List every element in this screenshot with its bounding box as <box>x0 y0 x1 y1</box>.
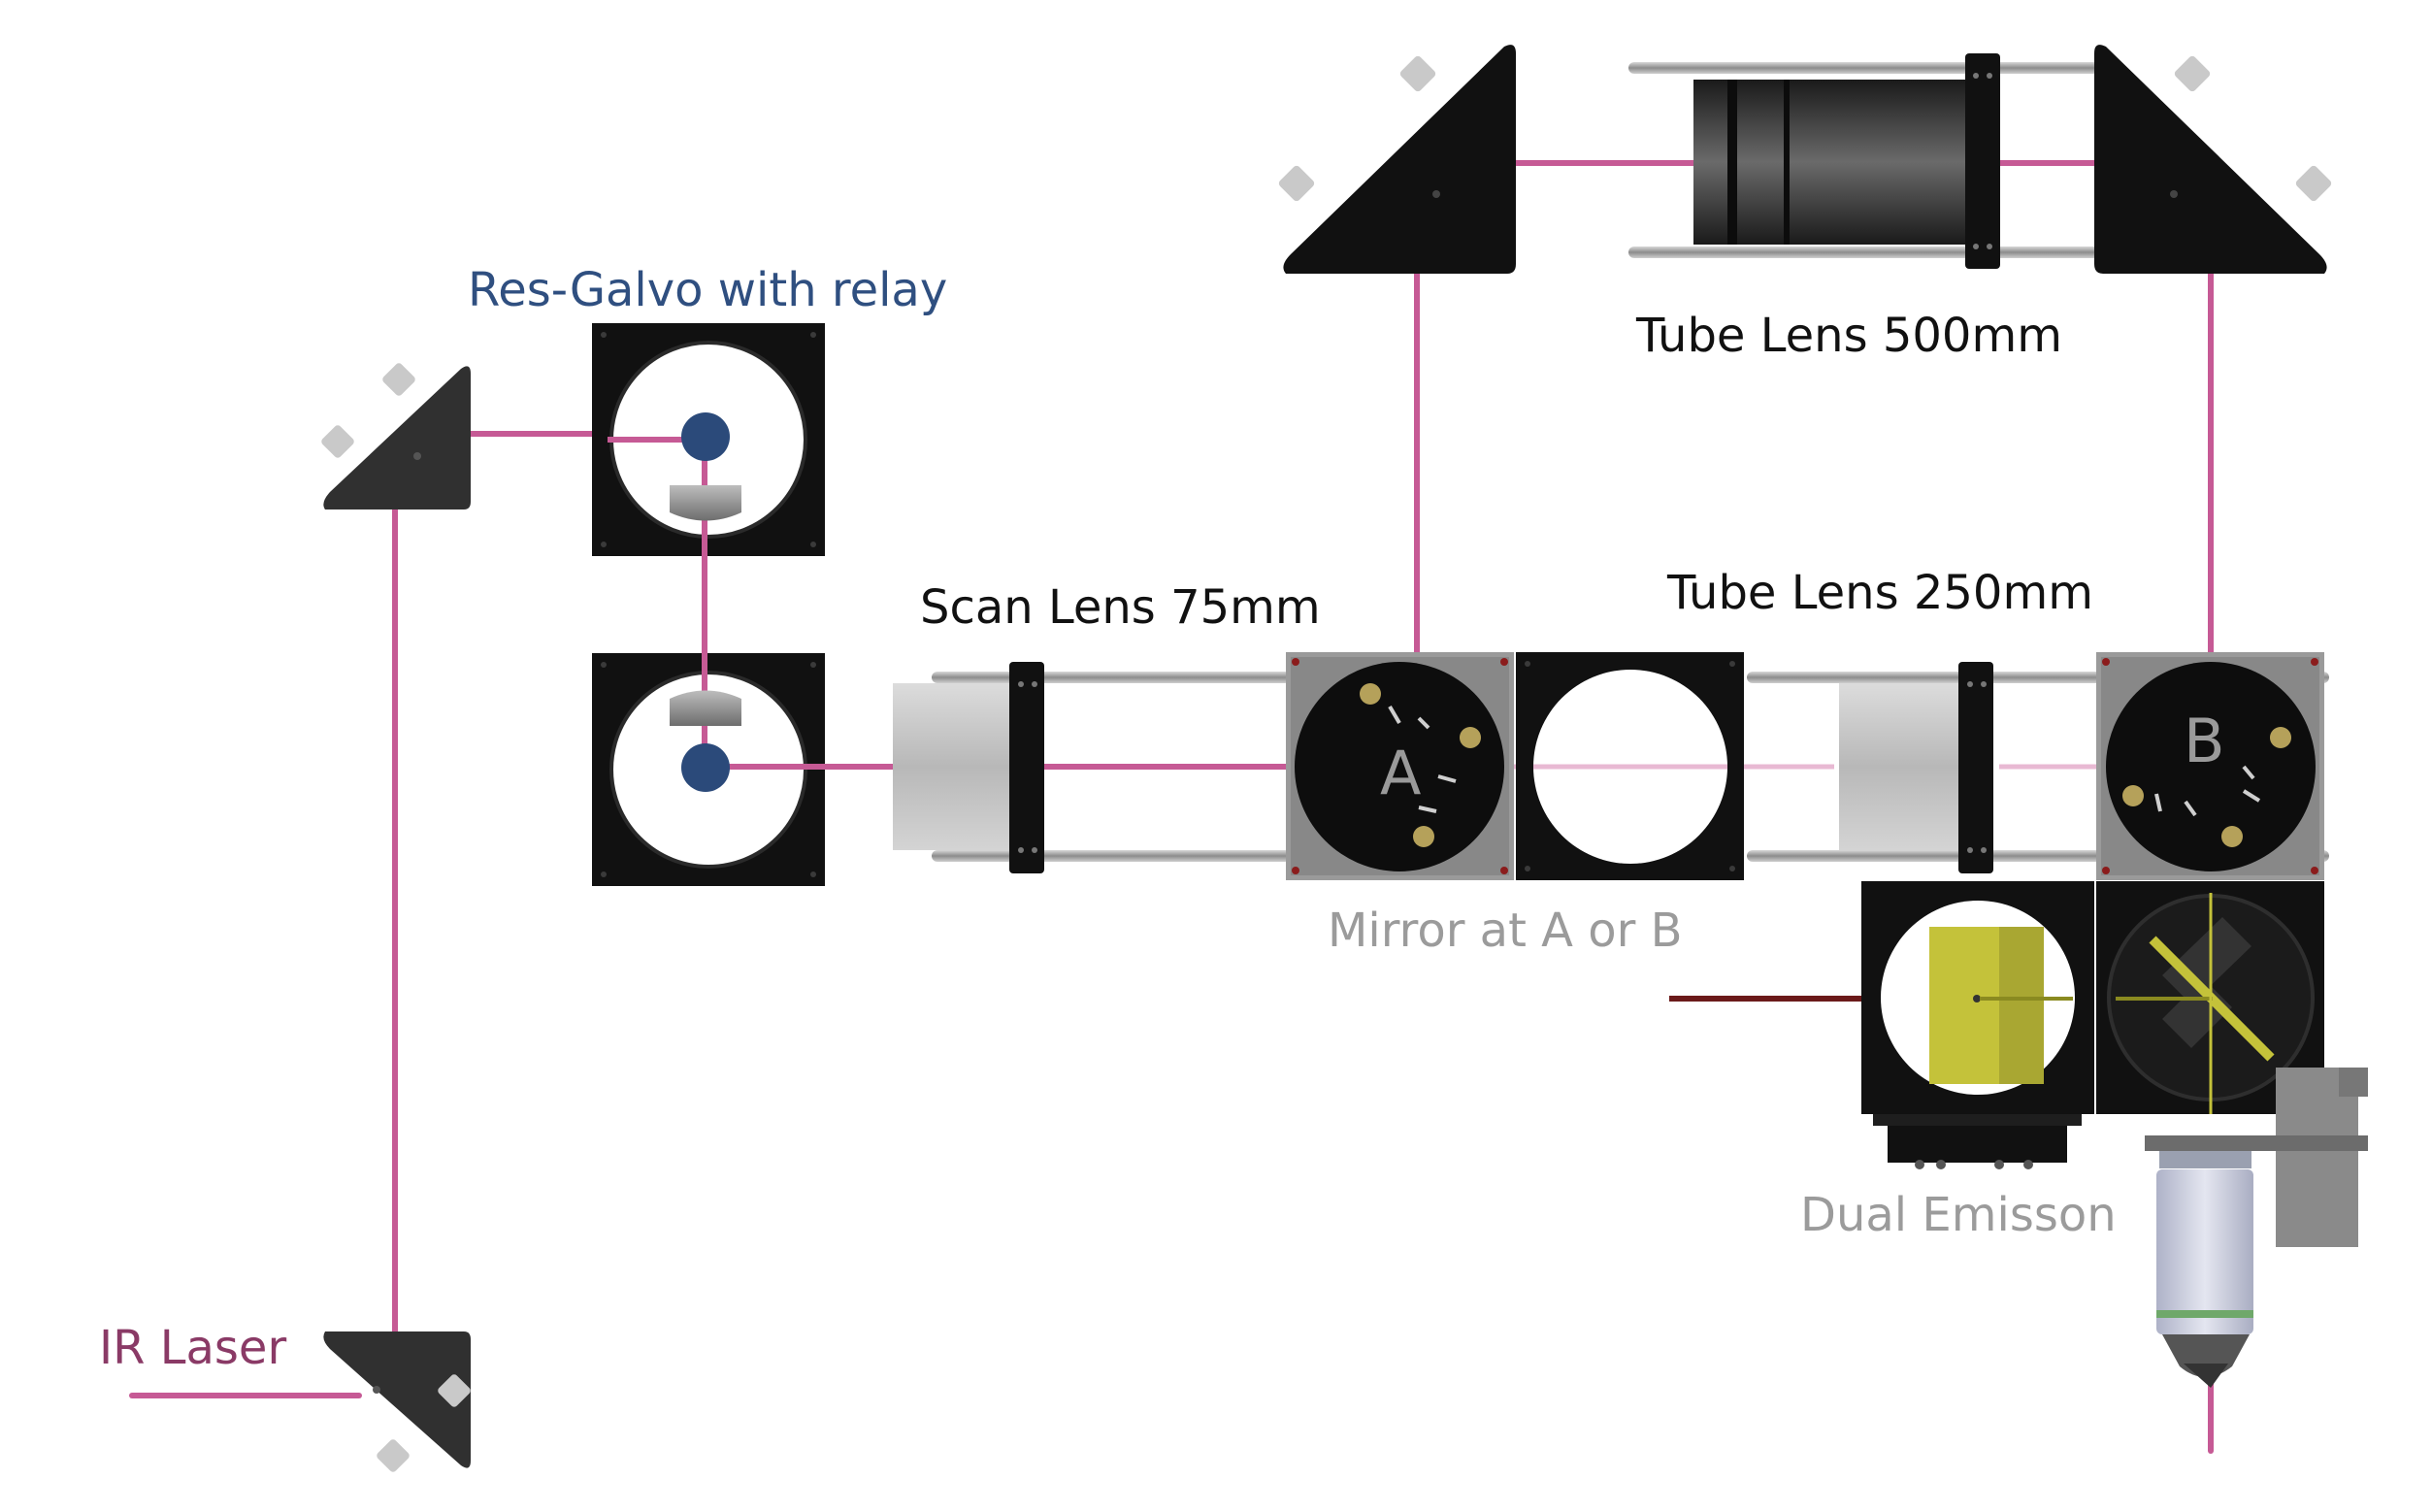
mirror-mount-bottom-left <box>323 1331 471 1472</box>
scan-lens <box>893 662 1044 873</box>
label-tube-lens-250: Tube Lens 250mm <box>1667 566 2093 620</box>
galvo-cube-lower <box>592 653 825 886</box>
marker-a: A <box>1380 738 1421 808</box>
tube-lens-250 <box>1839 662 1993 873</box>
label-res-galvo: Res-Galvo with relay <box>468 263 948 317</box>
galvo-cube-upper <box>592 323 825 556</box>
mirror-mount-top-left <box>1278 45 1516 275</box>
label-scan-lens: Scan Lens 75mm <box>920 580 1321 635</box>
cube-screws <box>601 332 1735 877</box>
mirror-mount-top-right <box>2094 45 2332 275</box>
dichroic-cube <box>2096 881 2324 1114</box>
mirror-cube-b <box>2096 652 2324 880</box>
dual-emission-filter-cube <box>1861 881 2094 1169</box>
label-tube-lens-500: Tube Lens 500mm <box>1636 309 2062 363</box>
marker-b: B <box>2184 706 2225 776</box>
mirror-cube-a <box>1286 652 1514 880</box>
label-mirror-ab: Mirror at A or B <box>1328 904 1683 958</box>
galvo-mirror-upper <box>681 412 730 461</box>
objective-lens <box>2145 1068 2368 1388</box>
mirror-mount-left-upper <box>321 363 471 509</box>
label-ir-laser: IR Laser <box>99 1321 287 1375</box>
empty-cage-cube <box>1516 652 1744 880</box>
galvo-mirror-lower <box>681 743 730 792</box>
tube-lens-500 <box>1693 53 2000 269</box>
label-dual-emission: Dual Emisson <box>1800 1188 2117 1242</box>
